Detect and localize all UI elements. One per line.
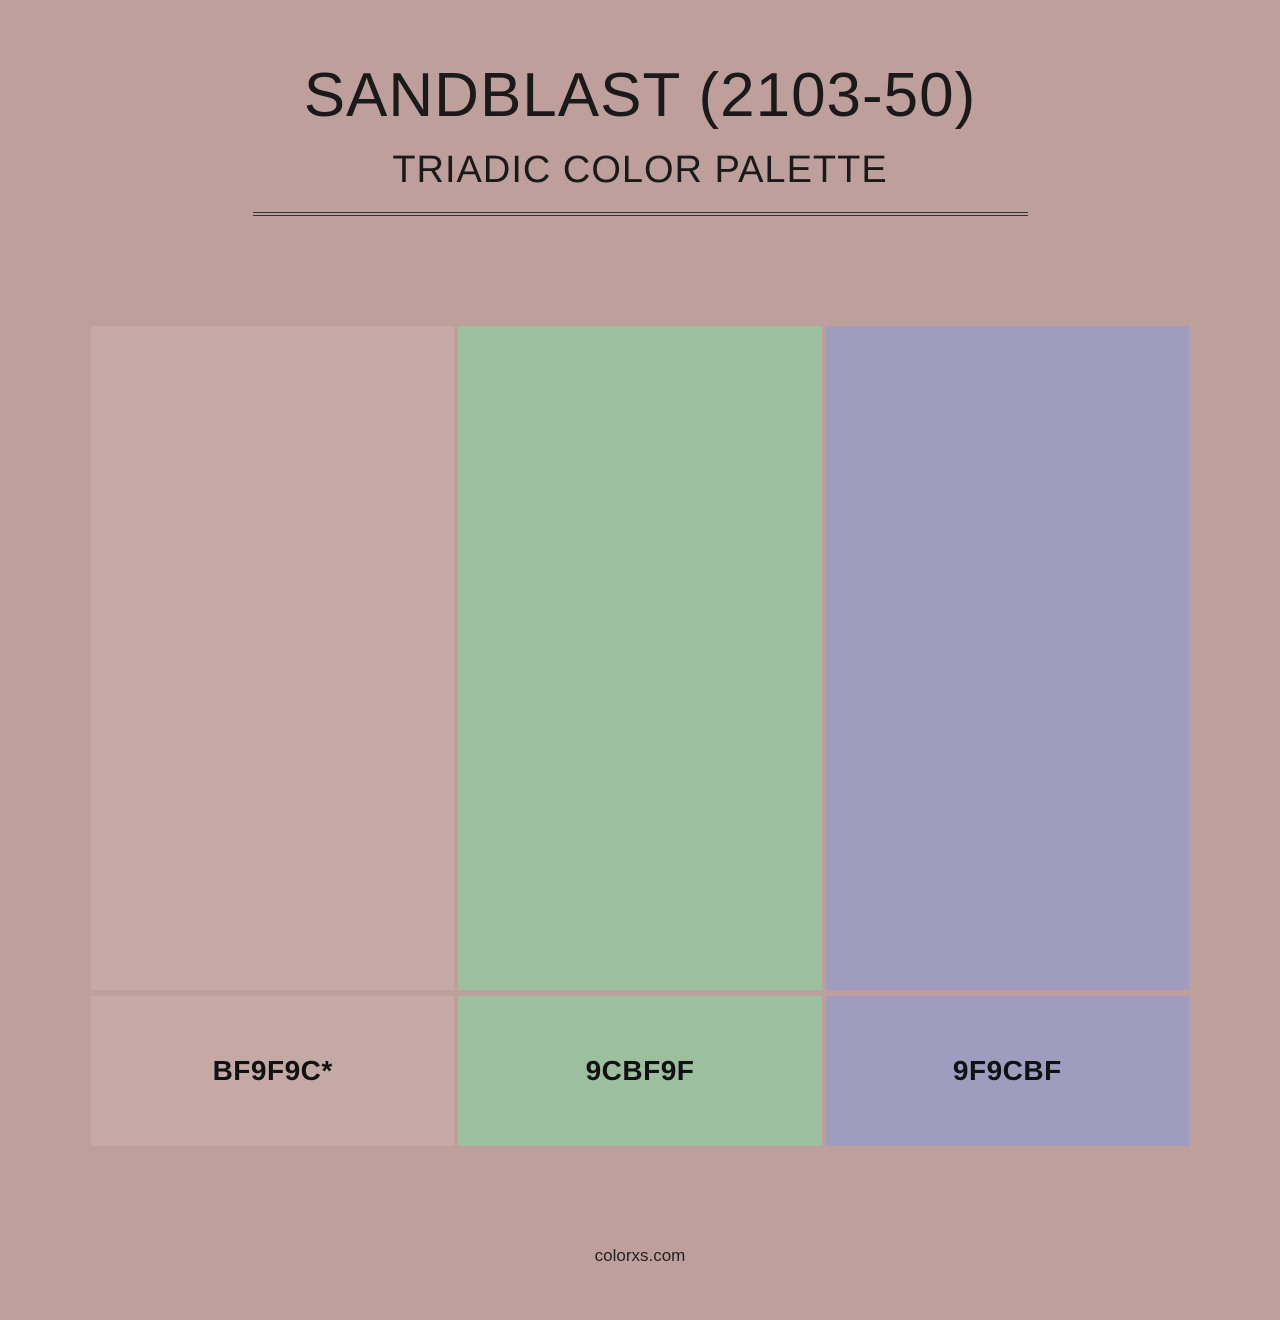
swatch-1-label: 9CBF9F	[586, 1055, 695, 1087]
swatch-2-bottom: 9F9CBF	[826, 996, 1189, 1146]
swatch-1-top	[458, 326, 821, 990]
content-container: SANDBLAST (2103-50) TRIADIC COLOR PALETT…	[0, 0, 1280, 1320]
footer-text: colorxs.com	[0, 1246, 1280, 1266]
palette-wrap: BF9F9C* 9CBF9F 9F9CBF	[91, 326, 1189, 1146]
swatch-0: BF9F9C*	[91, 326, 454, 1146]
swatch-2-label: 9F9CBF	[953, 1055, 1062, 1087]
swatch-0-label: BF9F9C*	[213, 1055, 333, 1087]
swatch-1-bottom: 9CBF9F	[458, 996, 821, 1146]
swatch-0-top	[91, 326, 454, 990]
page-subtitle: TRIADIC COLOR PALETTE	[392, 149, 887, 192]
page-title: SANDBLAST (2103-50)	[304, 60, 977, 131]
divider	[253, 212, 1028, 216]
color-palette: BF9F9C* 9CBF9F 9F9CBF	[91, 326, 1189, 1146]
swatch-0-bottom: BF9F9C*	[91, 996, 454, 1146]
swatch-2-top	[826, 326, 1189, 990]
swatch-1: 9CBF9F	[458, 326, 821, 1146]
swatch-2: 9F9CBF	[826, 326, 1189, 1146]
